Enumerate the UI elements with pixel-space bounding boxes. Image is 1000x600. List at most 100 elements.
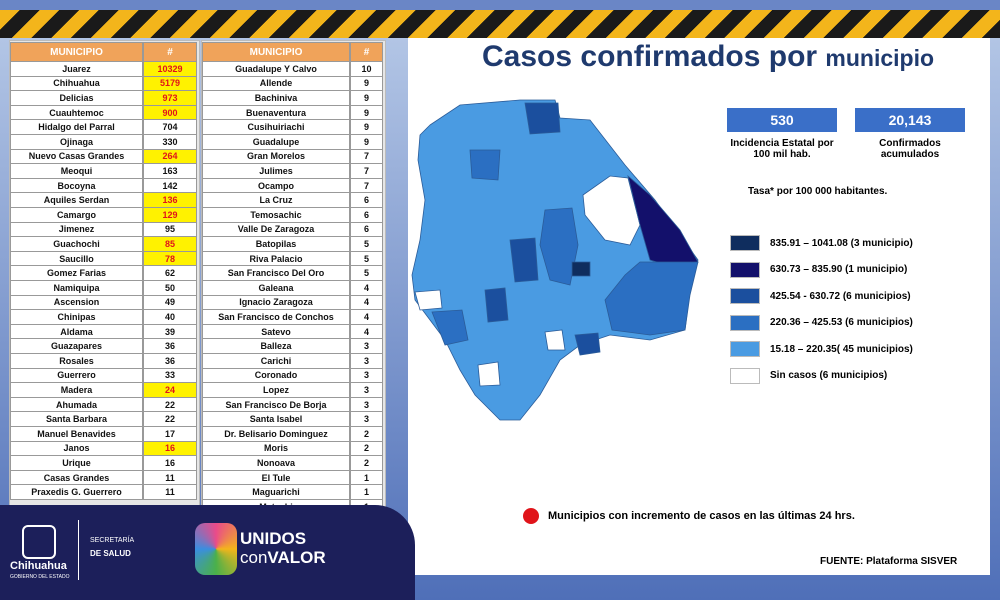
municipio-cell: Meoqui (10, 164, 143, 179)
cases-cell: 9 (350, 105, 383, 121)
municipio-cell: Chihuahua (10, 76, 143, 92)
municipio-cell: Ascension (10, 295, 143, 311)
municipio-cell: Aldama (10, 324, 143, 340)
cases-cell: 16 (143, 456, 197, 471)
cases-cell: 973 (143, 91, 197, 106)
cases-cell: 33 (143, 368, 197, 384)
cases-cell: 4 (350, 310, 383, 325)
cases-cell: 4 (350, 324, 383, 340)
table-row: Rosales 36 (10, 354, 197, 369)
stat-label: Incidencia Estatal por 100 mil hab. (730, 138, 834, 160)
region (574, 332, 601, 356)
legend-title: Tasa* por 100 000 habitantes. (748, 186, 888, 197)
municipio-cell: Hidalgo del Parral (10, 120, 143, 135)
source: FUENTE: Plataforma SISVER (820, 556, 958, 567)
municipio-cell: Nuevo Casas Grandes (10, 149, 143, 165)
cases-cell: 5 (350, 251, 383, 267)
cases-cell: 3 (350, 383, 383, 398)
table-header: MUNICIPIO # (10, 42, 197, 62)
cases-cell: 4 (350, 281, 383, 296)
table-row: El Tule 1 (202, 470, 383, 486)
cases-cell: 78 (143, 251, 197, 267)
table-row: Ahumada 22 (10, 397, 197, 413)
cases-cell: 1 (350, 485, 383, 500)
cases-cell: 17 (143, 427, 197, 442)
table-row: Riva Palacio 5 (202, 251, 383, 267)
cases-cell: 9 (350, 120, 383, 135)
brand-valor: VALOR (267, 548, 326, 567)
table-row: Santa Isabel 3 (202, 412, 383, 427)
municipio-cell: Gomez Farias (10, 266, 143, 281)
municipio-cell: Chinipas (10, 310, 143, 325)
cases-cell: 5 (350, 237, 383, 252)
municipio-cell: Urique (10, 456, 143, 471)
table-header: MUNICIPIO # (202, 42, 383, 62)
state-name: Chihuahua (10, 560, 67, 572)
stat-label: Confirmados acumulados (879, 138, 941, 160)
cases-cell: 3 (350, 412, 383, 427)
municipio-cell: Ahumada (10, 397, 143, 413)
table-row: Ojinaga 330 (10, 135, 197, 150)
gov: GOBIERNO DEL ESTADO (10, 574, 70, 580)
table-row: Aquiles Serdan 136 (10, 193, 197, 208)
legend-item: 220.36 – 425.53 (6 municipios) (730, 314, 913, 331)
map (411, 99, 699, 421)
table-row: Guadalupe Y Calvo 10 (202, 62, 383, 77)
table-row: Nuevo Casas Grandes 264 (10, 149, 197, 165)
cases-cell: 2 (350, 456, 383, 471)
municipio-cell: Namiquipa (10, 281, 143, 296)
brand-con: CON (240, 548, 268, 567)
municipio-cell: Bachiniva (202, 91, 350, 106)
municipio-cell: Guadalupe Y Calvo (202, 62, 350, 77)
cases-cell: 1 (350, 470, 383, 486)
cases-cell: 3 (350, 397, 383, 413)
table-row: Gomez Farias 62 (10, 266, 197, 281)
cases-cell: 6 (350, 208, 383, 223)
legend-swatch (730, 314, 760, 331)
cases-cell: 330 (143, 135, 197, 150)
cases-cell: 9 (350, 76, 383, 92)
region (477, 361, 501, 387)
cases-cell: 49 (143, 295, 197, 311)
cases-cell: 129 (143, 208, 197, 223)
hazard-stripe (0, 0, 1000, 38)
cases-cell: 264 (143, 149, 197, 165)
table-row: Dr. Belisario Dominguez 2 (202, 427, 383, 442)
cases-cell: 10 (350, 62, 383, 77)
municipio-cell: Buenaventura (202, 105, 350, 121)
municipio-cell: Batopilas (202, 237, 350, 252)
cases-cell: 85 (143, 237, 197, 252)
municipio-cell: San Francisco de Conchos (202, 310, 350, 325)
cases-cell: 36 (143, 339, 197, 354)
municipio-cell: Allende (202, 76, 350, 92)
legend-label: 425.54 - 630.72 (6 municipios) (770, 290, 911, 302)
municipio-cell: Cusihuiriachi (202, 120, 350, 135)
table-row: Julimes 7 (202, 164, 383, 179)
legend-label: 15.18 – 220.35( 45 municipios) (770, 343, 913, 355)
table-row: Ocampo 7 (202, 178, 383, 194)
region (509, 237, 539, 283)
municipio-cell: Gran Morelos (202, 149, 350, 165)
cases-cell: 7 (350, 164, 383, 179)
table-row: San Francisco De Borja 3 (202, 397, 383, 413)
table-row: Ignacio Zaragoza 4 (202, 295, 383, 311)
table-row: Buenaventura 9 (202, 105, 383, 121)
cases-cell: 9 (350, 91, 383, 106)
cases-cell: 16 (143, 441, 197, 457)
municipio-cell: Juarez (10, 62, 143, 77)
table-row: Madera 24 (10, 383, 197, 398)
municipio-cell: Madera (10, 383, 143, 398)
brand-logo (195, 523, 237, 575)
table-row: Juarez 10329 (10, 62, 197, 77)
legend-swatch (730, 288, 760, 304)
table-row: Gran Morelos 7 (202, 149, 383, 165)
municipio-cell: Coronado (202, 368, 350, 384)
legend-swatch (730, 341, 760, 357)
municipio-cell: Ocampo (202, 178, 350, 194)
footer: Chihuahua GOBIERNO DEL ESTADO SECRETARÍA… (0, 505, 415, 600)
cases-cell: 7 (350, 178, 383, 194)
table-row: Aldama 39 (10, 324, 197, 340)
municipio-cell: Janos (10, 441, 143, 457)
table-row: Guachochi 85 (10, 237, 197, 252)
